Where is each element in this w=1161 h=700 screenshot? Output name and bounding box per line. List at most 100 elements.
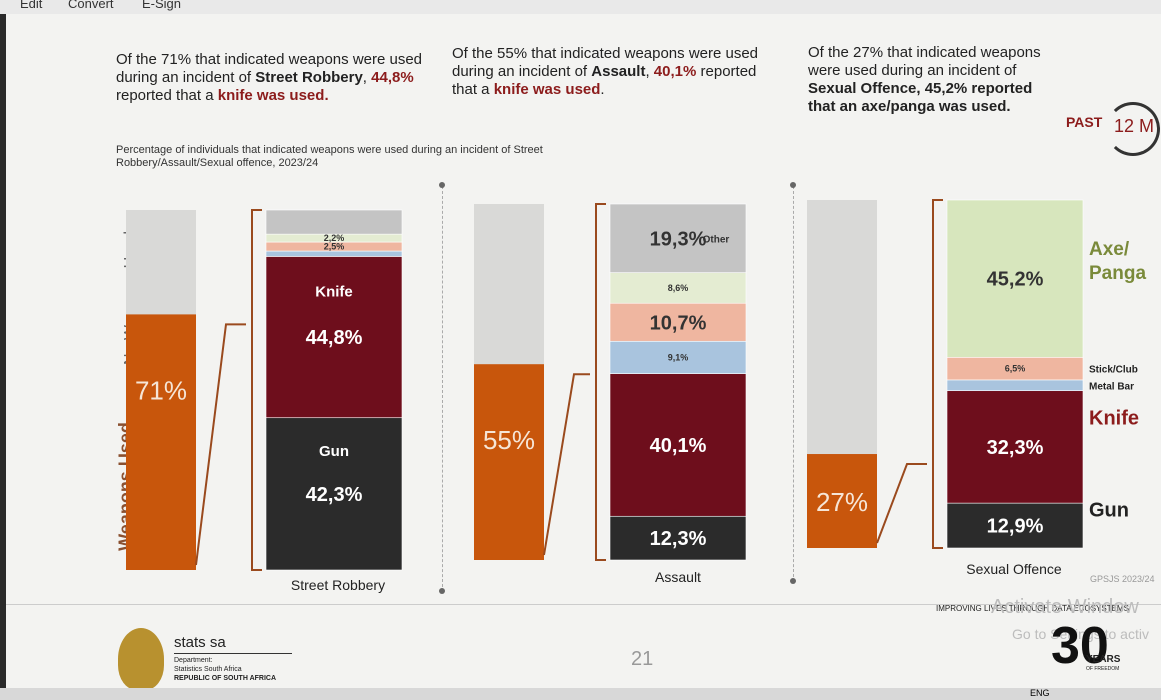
heading-bold: Street Robbery [255, 69, 363, 86]
chart-subtitle: Percentage of individuals that indicated… [116, 144, 543, 169]
segment-value-label: 8,6% [668, 283, 689, 293]
heading-bold: Sexual Offence, 45,2% reported that an a… [808, 80, 1033, 115]
weapons-used-label: 55% [483, 425, 535, 455]
segment-value-label: 2,5% [324, 242, 345, 252]
divider-dot [439, 182, 445, 188]
heading-highlight: 44,8% [371, 69, 414, 86]
heading-highlight: knife was used. [217, 87, 329, 104]
heading-text: reported that a [116, 87, 218, 104]
segment-value-label: 42,3% [306, 484, 363, 506]
stack-segment [609, 515, 747, 561]
freedom-label: OF FREEDOM [1086, 666, 1120, 672]
footer-divider [6, 604, 1161, 605]
years-label: YEARS [1086, 654, 1121, 665]
past-12m-badge: PAST 12 M [1066, 102, 1161, 162]
clock-icon [1106, 102, 1160, 156]
segment-name-label: Gun [1089, 500, 1129, 522]
stack-segment [946, 502, 1084, 549]
category-label: Street Robbery [291, 577, 385, 593]
stack-segment [609, 340, 747, 374]
category-label: Assault [655, 569, 701, 585]
language-indicator[interactable]: ENG [1030, 688, 1050, 698]
segment-value-label: 6,5% [1005, 364, 1026, 374]
stack-segment [946, 379, 1084, 392]
heading-assault: Of the 55% that indicated weapons were u… [452, 45, 762, 99]
segment-value-label: 2,2% [324, 233, 345, 243]
connector-line [543, 373, 590, 556]
bracket [251, 209, 262, 571]
heading-robbery: Of the 71% that indicated weapons were u… [116, 51, 426, 105]
heading-text: Of the 27% that indicated weapons were u… [808, 44, 1041, 79]
category-label: Sexual Offence [966, 561, 1062, 577]
segment-value-label: 9,1% [668, 352, 689, 362]
segment-name-label: Metal Bar [1089, 381, 1134, 392]
windows-watermark: Activate Window [991, 596, 1139, 618]
stack-segment [609, 203, 747, 273]
dept-label: Department: [174, 657, 213, 664]
rsa-label: REPUBLIC OF SOUTH AFRICA [174, 675, 277, 682]
segment-name-label: Stick/Club [1089, 365, 1138, 376]
tagline: IMPROVING LIVES THROUGH DATA ECOSYSTEMS [936, 604, 1129, 613]
slide: Of the 71% that indicated weapons were u… [6, 14, 1161, 700]
stack-segment [265, 250, 403, 257]
divider [442, 186, 443, 592]
heading-sexual: Of the 27% that indicated weapons were u… [808, 44, 1058, 116]
segment-value-label: 40,1% [650, 435, 707, 457]
connector-line [195, 323, 246, 566]
page-number: 21 [631, 648, 654, 670]
org-name: stats sa [174, 634, 226, 651]
segment-value-label: 32,3% [987, 437, 1044, 459]
segment-name-label: Other [703, 234, 730, 245]
heading-text: , [362, 69, 372, 86]
stack-segment [609, 302, 747, 342]
bracket [932, 199, 943, 549]
segment-name-label: Axe/ [1089, 239, 1130, 260]
segment-name-label: Knife [1089, 407, 1139, 429]
badge-past: PAST [1066, 114, 1103, 130]
stack-segment [609, 272, 747, 304]
coat-of-arms-logo [118, 628, 164, 690]
divider-dot [439, 588, 445, 594]
heading-text: Of the 55% that indicated weapons were u… [452, 45, 759, 80]
weapons-used-bar [474, 364, 544, 560]
segment-value-label: 12,9% [987, 516, 1044, 538]
segment-value-label: 19,3% [650, 228, 707, 250]
connector-line [876, 463, 927, 544]
source-note: GPSJS 2023/24 [1090, 574, 1155, 584]
heading-text: . [600, 81, 605, 98]
heading-text: Of the 71% that indicated weapons were u… [116, 51, 423, 86]
bracket [595, 203, 606, 561]
badge-period: 12 M [1114, 116, 1155, 136]
segment-name-label: Panga [1089, 263, 1146, 284]
weapons-used-label: 71% [135, 375, 187, 405]
weapons-used-bar [807, 454, 877, 548]
os-taskbar: ENG [0, 688, 1161, 700]
chart-area: 71% 42,3% Gun 44,8% Knife 2,5%2,2% Street Robb… [126, 199, 1146, 593]
segment-value-label: 45,2% [987, 269, 1044, 291]
weapons-used-label: 27% [816, 487, 868, 517]
segment-name-label: Gun [319, 443, 349, 460]
stack-segment [265, 256, 403, 419]
menu-edit[interactable]: Edit [20, 0, 43, 11]
segment-name-label: Knife [315, 284, 353, 301]
weapons-used-bar [126, 314, 196, 570]
dept-name: Statistics South Africa [174, 666, 242, 673]
thirty-years-logo: 30 [1051, 617, 1109, 675]
stack-segment [946, 390, 1084, 504]
divider-dot [790, 578, 796, 584]
stack-segment [946, 199, 1084, 358]
divider [793, 186, 794, 582]
stack-segment [265, 417, 403, 571]
heading-bold: Assault [591, 63, 646, 80]
heading-highlight: knife was used [493, 81, 601, 98]
menu-convert[interactable]: Convert [68, 0, 114, 11]
app-menubar: Edit Convert E-Sign [0, 0, 1161, 14]
segment-value-label: 10,7% [650, 312, 707, 334]
segment-value-label: 12,3% [650, 528, 707, 550]
menu-esign[interactable]: E-Sign [142, 0, 182, 11]
org-underline [174, 653, 292, 654]
stack-segment [609, 373, 747, 517]
windows-watermark-sub: Go to Settings to activ [1012, 626, 1149, 642]
heading-text: , [645, 63, 654, 80]
divider-dot [790, 182, 796, 188]
